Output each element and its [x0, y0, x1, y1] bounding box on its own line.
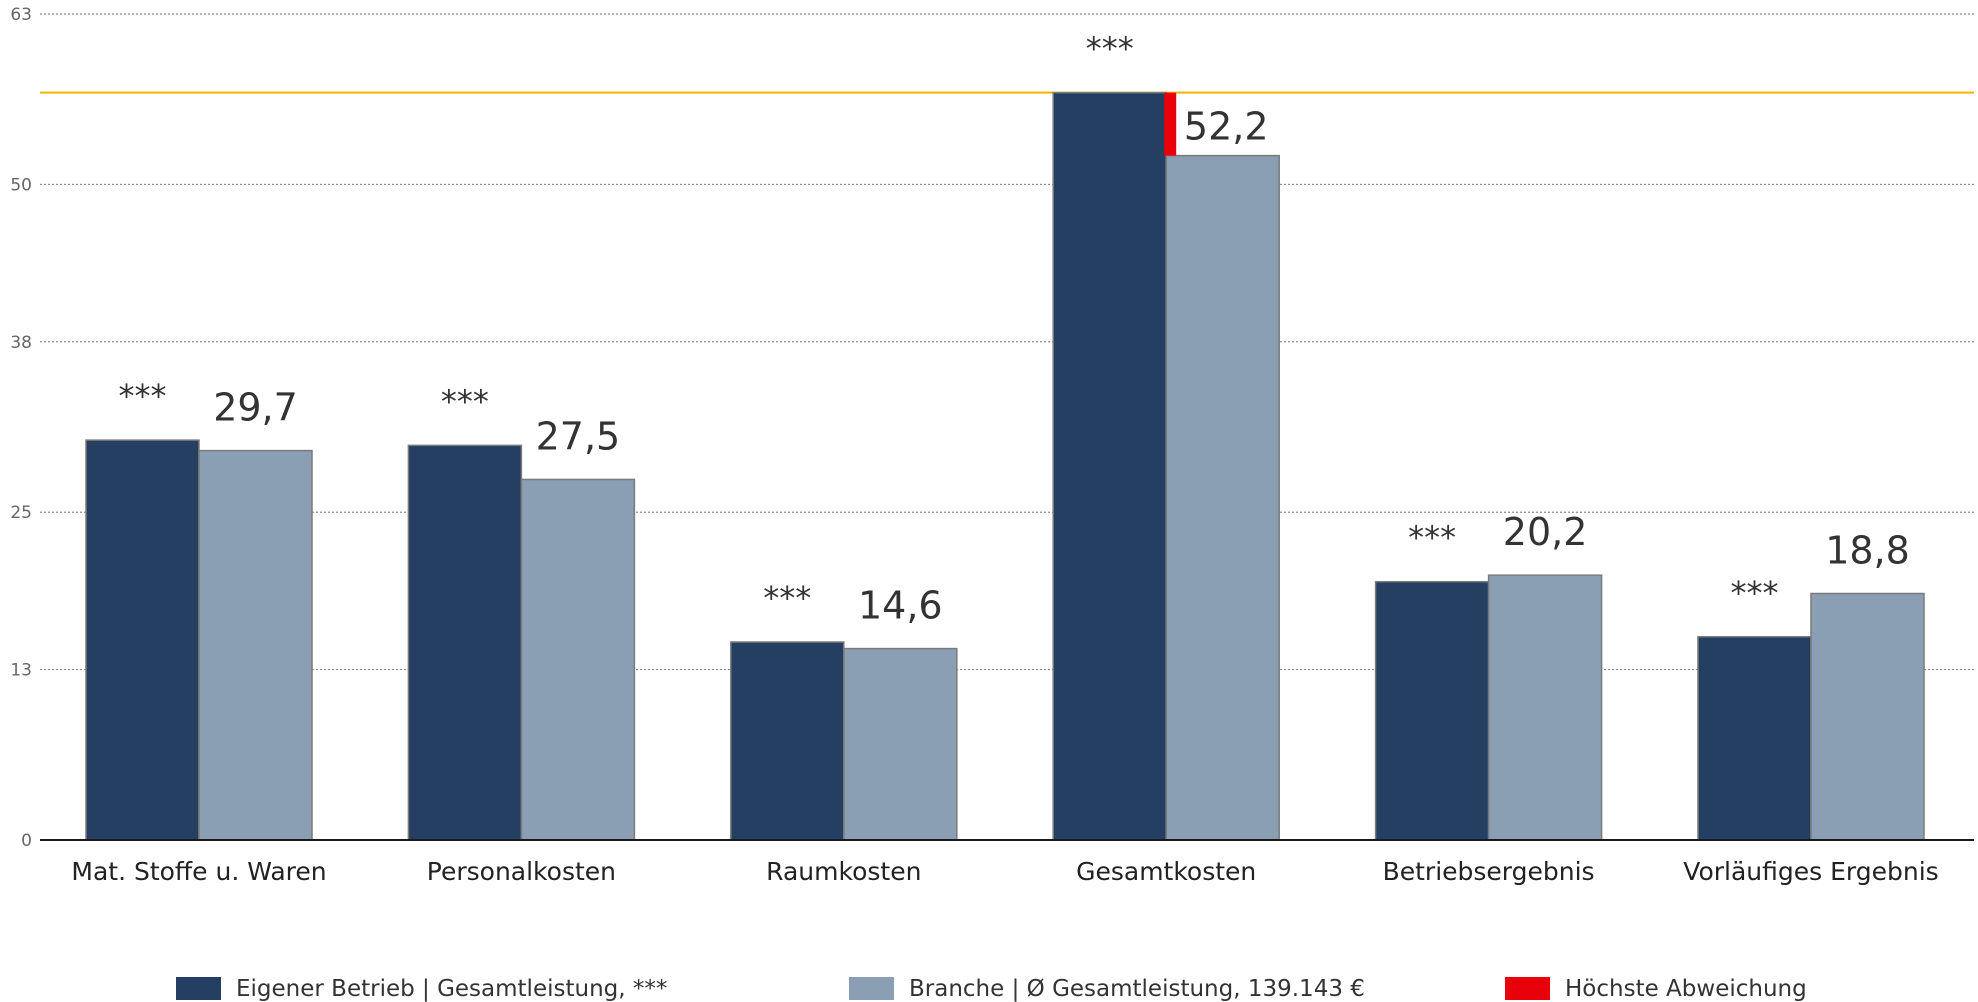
data-label-own: *** — [1408, 519, 1456, 557]
legend-swatch — [849, 977, 894, 1000]
legend-swatch — [1505, 977, 1550, 1000]
y-tick-label: 13 — [10, 661, 32, 681]
y-tick-label: 38 — [10, 333, 32, 353]
data-label-own: *** — [119, 377, 167, 415]
data-labels: *** 29,7 *** 27,5 *** 14,6 *** 52,2 *** 20,2 *** 18… — [119, 30, 1910, 628]
bar-industry — [843, 647, 958, 841]
legend: Eigener Betrieb | Gesamtleistung, *** Bra… — [176, 976, 1807, 1002]
category-label: Gesamtkosten — [1076, 857, 1256, 886]
bar-industry — [1165, 154, 1280, 841]
data-label-own: *** — [763, 579, 811, 617]
legend-label: Branche | Ø Gesamtleistung, 139.143 € — [909, 976, 1365, 1002]
bar-own — [1374, 580, 1490, 841]
bar-own — [1697, 636, 1812, 841]
data-label-industry: 52,2 — [1184, 105, 1269, 149]
deviation-marker — [1164, 92, 1177, 156]
legend-label: Höchste Abweichung — [1565, 976, 1807, 1002]
bar-industry — [520, 478, 636, 841]
bar-own — [730, 641, 845, 841]
legend-swatch — [176, 977, 221, 1000]
y-axis: 0 13 25 38 50 63 — [10, 5, 32, 851]
data-label-industry: 20,2 — [1503, 510, 1588, 554]
bars — [85, 91, 1925, 841]
y-tick-label: 50 — [10, 175, 32, 195]
category-label: Vorläufiges Ergebnis — [1683, 857, 1938, 886]
bar-industry — [1487, 574, 1603, 841]
category-label: Personalkosten — [427, 857, 616, 886]
bar-industry — [198, 449, 313, 841]
category-label: Mat. Stoffe u. Waren — [71, 857, 326, 886]
data-label-own: *** — [1086, 30, 1134, 68]
bar-own — [85, 439, 200, 841]
bar-own — [1052, 91, 1167, 841]
data-label-industry: 14,6 — [858, 584, 943, 628]
y-tick-label: 0 — [21, 831, 32, 851]
category-label: Betriebsergebnis — [1383, 857, 1595, 886]
data-label-industry: 27,5 — [536, 414, 621, 458]
data-label-own: *** — [441, 382, 489, 420]
bar-industry — [1810, 592, 1925, 841]
data-label-industry: 29,7 — [213, 386, 298, 430]
y-tick-label: 25 — [10, 503, 32, 523]
x-axis-labels: Mat. Stoffe u. Waren Personalkosten Raumko… — [71, 857, 1938, 886]
grid-lines — [40, 13, 1974, 671]
y-tick-label: 63 — [10, 5, 32, 25]
data-label-industry: 18,8 — [1825, 529, 1910, 573]
bar-own — [407, 444, 523, 841]
category-label: Raumkosten — [766, 857, 921, 886]
data-label-own: *** — [1731, 574, 1779, 612]
legend-label: Eigener Betrieb | Gesamtleistung, *** — [236, 976, 667, 1002]
